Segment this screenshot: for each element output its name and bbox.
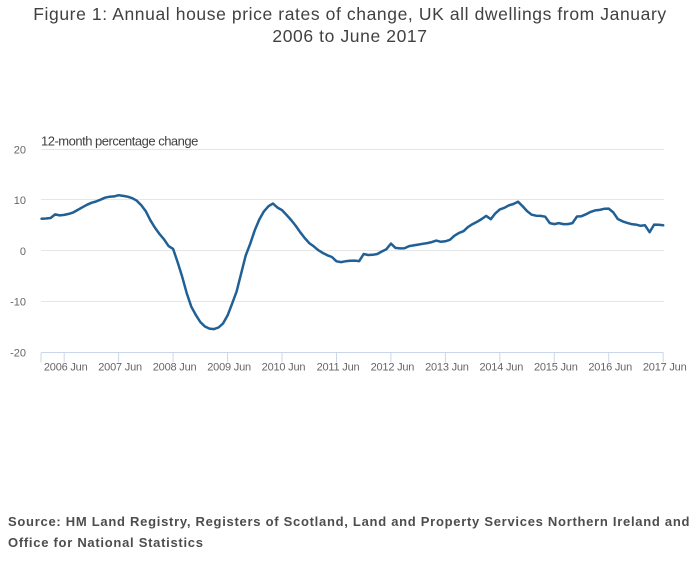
svg-text:2016 Jun: 2016 Jun (588, 362, 632, 374)
svg-text:-10: -10 (10, 297, 26, 309)
svg-text:0: 0 (20, 246, 26, 258)
svg-text:2010 Jun: 2010 Jun (262, 362, 306, 374)
svg-text:2017 Jun: 2017 Jun (643, 362, 687, 374)
svg-text:2014 Jun: 2014 Jun (479, 362, 523, 374)
svg-text:2013 Jun: 2013 Jun (425, 362, 469, 374)
svg-text:2011 Jun: 2011 Jun (317, 362, 360, 374)
svg-text:2012 Jun: 2012 Jun (371, 362, 415, 374)
svg-text:2006 Jun: 2006 Jun (44, 362, 88, 374)
svg-text:2008 Jun: 2008 Jun (153, 362, 197, 374)
svg-text:10: 10 (14, 195, 26, 207)
svg-text:-20: -20 (10, 347, 26, 359)
svg-text:2015 Jun: 2015 Jun (534, 362, 578, 374)
svg-text:20: 20 (14, 145, 26, 157)
svg-text:12-month percentage change: 12-month percentage change (41, 134, 198, 149)
svg-text:2007 Jun: 2007 Jun (98, 362, 142, 374)
svg-text:2009 Jun: 2009 Jun (207, 362, 251, 374)
